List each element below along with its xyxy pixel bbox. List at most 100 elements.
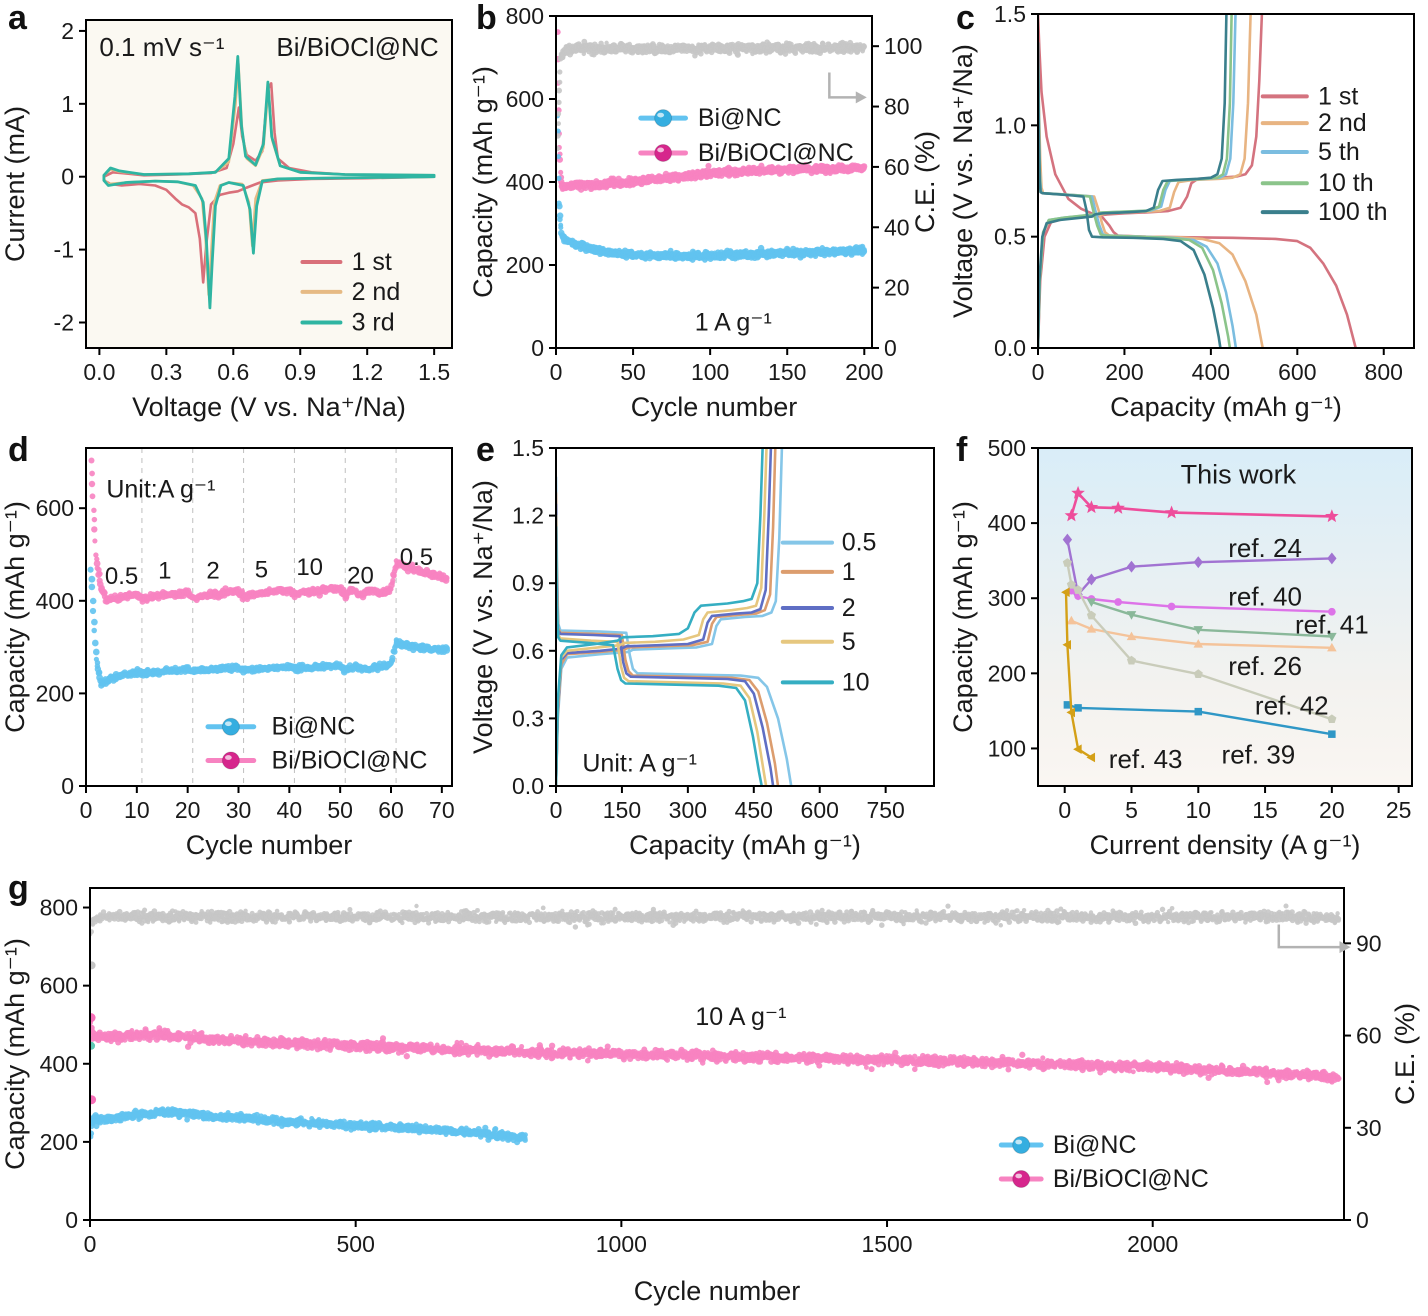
svg-text:800: 800 xyxy=(506,3,544,29)
svg-text:Bi@NC: Bi@NC xyxy=(272,713,356,741)
svg-text:0: 0 xyxy=(550,359,563,385)
svg-text:Bi/BiOCl@NC: Bi/BiOCl@NC xyxy=(698,139,854,167)
svg-text:2: 2 xyxy=(61,18,74,44)
svg-text:Voltage (V vs. Na⁺/Na): Voltage (V vs. Na⁺/Na) xyxy=(132,392,406,422)
svg-text:5: 5 xyxy=(255,556,268,583)
svg-text:400: 400 xyxy=(506,169,544,195)
svg-text:Unit:A g⁻¹: Unit:A g⁻¹ xyxy=(106,476,215,504)
svg-text:800: 800 xyxy=(1365,359,1403,385)
svg-text:1 A g⁻¹: 1 A g⁻¹ xyxy=(695,308,772,336)
chart-canvas-e: 0 150 300 450 600 750 0.0 0.3 0.6 0.9 1.2 1.5 Capaci… xyxy=(468,435,935,860)
panel-letter-a: a xyxy=(8,0,27,37)
svg-text:200: 200 xyxy=(988,660,1026,686)
chart-canvas-d: 0 10 20 30 40 50 60 70 0 200 400 600 Cycle number Cap… xyxy=(0,447,455,860)
svg-text:0.0: 0.0 xyxy=(83,359,115,385)
svg-text:1 st: 1 st xyxy=(1318,82,1358,110)
chart-canvas-c: 0 200 400 600 800 0.0 0.5 1.0 1.5 Capacity (mAh g… xyxy=(948,1,1415,422)
svg-text:0.1 mV s⁻¹: 0.1 mV s⁻¹ xyxy=(99,32,224,62)
svg-text:0: 0 xyxy=(61,164,74,190)
panel-letter-g: g xyxy=(8,869,29,907)
svg-text:5: 5 xyxy=(1125,797,1138,823)
svg-text:10: 10 xyxy=(296,554,323,581)
svg-text:10 th: 10 th xyxy=(1318,169,1374,197)
svg-text:ref. 40: ref. 40 xyxy=(1228,582,1302,612)
svg-text:1: 1 xyxy=(842,558,856,586)
svg-text:0: 0 xyxy=(550,797,563,823)
svg-text:1.2: 1.2 xyxy=(351,359,383,385)
svg-text:15: 15 xyxy=(1252,797,1278,823)
svg-text:0: 0 xyxy=(884,335,897,361)
svg-text:10: 10 xyxy=(842,668,870,696)
svg-text:Voltage (V vs. Na⁺/Na): Voltage (V vs. Na⁺/Na) xyxy=(948,44,978,318)
svg-text:2: 2 xyxy=(842,594,856,622)
svg-text:0: 0 xyxy=(531,335,544,361)
svg-text:80: 80 xyxy=(884,94,910,120)
svg-text:0.5: 0.5 xyxy=(105,563,138,590)
svg-text:ref. 24: ref. 24 xyxy=(1228,533,1302,563)
svg-text:200: 200 xyxy=(506,252,544,278)
svg-text:0.3: 0.3 xyxy=(512,705,544,731)
panel-letter-b: b xyxy=(476,0,497,37)
svg-text:300: 300 xyxy=(988,585,1026,611)
svg-text:600: 600 xyxy=(506,86,544,112)
svg-text:70: 70 xyxy=(429,797,455,823)
svg-text:Current density (A g⁻¹): Current density (A g⁻¹) xyxy=(1090,830,1361,860)
panel-b: 0 50 100 150 200 0 200 400 600 800 0 20 40 60 80 100 Cyc… xyxy=(468,0,948,432)
svg-text:0.0: 0.0 xyxy=(994,335,1026,361)
svg-text:1: 1 xyxy=(61,91,74,117)
svg-text:0.6: 0.6 xyxy=(512,638,544,664)
svg-text:600: 600 xyxy=(36,495,74,521)
svg-text:750: 750 xyxy=(866,797,904,823)
svg-text:Voltage (V vs. Na⁺/Na): Voltage (V vs. Na⁺/Na) xyxy=(468,480,498,754)
svg-text:600: 600 xyxy=(801,797,839,823)
panel-letter-d: d xyxy=(8,431,29,469)
svg-text:1.5: 1.5 xyxy=(418,359,450,385)
svg-text:400: 400 xyxy=(36,588,74,614)
svg-text:5: 5 xyxy=(842,628,856,656)
svg-text:Unit: A g⁻¹: Unit: A g⁻¹ xyxy=(582,749,697,777)
svg-text:ref. 39: ref. 39 xyxy=(1222,739,1296,769)
svg-text:Capacity (mAh g⁻¹): Capacity (mAh g⁻¹) xyxy=(468,66,498,298)
svg-text:300: 300 xyxy=(669,797,707,823)
chart-canvas-f: 0 5 10 15 20 25 100 200 300 400 500 Current density… xyxy=(948,435,1413,860)
svg-text:Capacity (mAh g⁻¹): Capacity (mAh g⁻¹) xyxy=(1110,392,1342,422)
svg-text:60: 60 xyxy=(884,154,910,180)
svg-text:1: 1 xyxy=(158,558,171,585)
svg-text:100 th: 100 th xyxy=(1318,198,1388,226)
svg-text:Bi/BiOCl@NC: Bi/BiOCl@NC xyxy=(272,747,428,775)
svg-text:400: 400 xyxy=(988,510,1026,536)
svg-text:150: 150 xyxy=(603,797,641,823)
panel-f: 0 5 10 15 20 25 100 200 300 400 500 Current density… xyxy=(948,431,1428,870)
panel-c: 0 200 400 600 800 0.0 0.5 1.0 1.5 Capacity (mAh g… xyxy=(948,0,1428,432)
svg-text:10: 10 xyxy=(124,797,150,823)
svg-text:20: 20 xyxy=(175,797,201,823)
svg-text:0.5: 0.5 xyxy=(842,529,877,557)
svg-text:1.0: 1.0 xyxy=(994,112,1026,138)
svg-text:C.E. (%): C.E. (%) xyxy=(910,131,940,233)
svg-text:1.5: 1.5 xyxy=(512,435,544,461)
svg-text:50: 50 xyxy=(620,359,646,385)
chart-canvas-g: 0 500 1000 1500 200002004006008000306090Cycl… xyxy=(0,887,1420,1306)
svg-text:2: 2 xyxy=(206,558,219,585)
svg-text:2 nd: 2 nd xyxy=(352,278,401,306)
svg-text:This work: This work xyxy=(1181,459,1297,489)
svg-text:20: 20 xyxy=(347,562,374,589)
svg-text:Current (mA): Current (mA) xyxy=(0,106,30,262)
svg-text:0: 0 xyxy=(61,773,74,799)
svg-text:40: 40 xyxy=(884,214,910,240)
svg-text:100: 100 xyxy=(691,359,729,385)
svg-text:200: 200 xyxy=(845,359,883,385)
chart-canvas-a: 0.0 0.3 0.6 0.9 1.2 1.5 -2 -1 0 1 2 Voltage (V vs. … xyxy=(0,18,453,422)
svg-text:0.6: 0.6 xyxy=(217,359,249,385)
panel-g: 0 500 1000 1500 2000 0 200 400 600 800 0 30 60 90 Cycl… xyxy=(0,869,1428,1316)
svg-text:40: 40 xyxy=(277,797,303,823)
chart-canvas-b: 0 50 100 150 2000200400600800020406080100Cyc… xyxy=(468,3,940,422)
svg-text:Cycle number: Cycle number xyxy=(631,392,798,422)
svg-text:ref. 41: ref. 41 xyxy=(1295,610,1369,640)
svg-text:1.5: 1.5 xyxy=(994,1,1026,27)
svg-text:0.5: 0.5 xyxy=(994,224,1026,250)
svg-text:600: 600 xyxy=(1278,359,1316,385)
svg-text:25: 25 xyxy=(1386,797,1412,823)
svg-text:3 rd: 3 rd xyxy=(352,308,395,336)
